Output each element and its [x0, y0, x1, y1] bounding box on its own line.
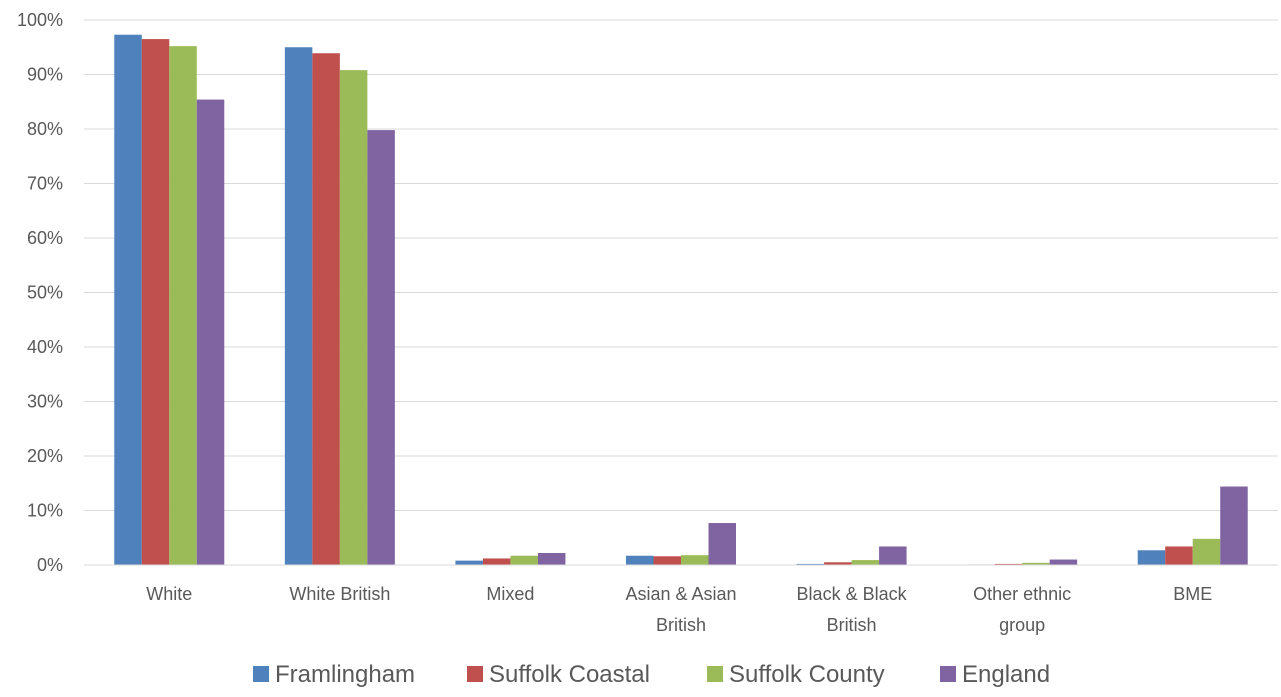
x-category-label: Other ethnic group — [973, 584, 1071, 635]
x-category-label: BME — [1173, 584, 1212, 604]
legend-label: Framlingham — [275, 661, 415, 688]
bar-england-3 — [708, 523, 736, 565]
y-tick-label: 80% — [27, 119, 63, 139]
bar-england-6 — [1220, 486, 1248, 565]
x-category-label-line: Other ethnic — [973, 584, 1071, 604]
y-tick-label: 30% — [27, 392, 63, 412]
bar-framlingham-1 — [284, 47, 313, 565]
y-tick-label: 40% — [27, 337, 63, 357]
legend-label: Suffolk Coastal — [489, 661, 650, 688]
legend-swatch — [467, 666, 483, 682]
bar-framlingham-4 — [796, 563, 825, 565]
x-category-label-line: British — [656, 615, 706, 635]
legend-item: England — [940, 661, 1050, 688]
legend-label: Suffolk County — [729, 661, 885, 688]
bar-suffolk-county-4 — [851, 560, 880, 565]
y-tick-label: 50% — [27, 283, 63, 303]
bar-suffolk-county-5 — [1022, 562, 1050, 565]
y-tick-label: 0% — [37, 555, 63, 575]
bar-framlingham-3 — [626, 555, 654, 565]
y-axis-tick-labels: 0% 10% 20% 30% 40% 50% 60% 70% 80% 90% 100% — [17, 10, 63, 575]
bar-suffolk-county-1 — [339, 70, 368, 565]
legend-item: Suffolk County — [707, 661, 885, 688]
bar-england-5 — [1049, 559, 1078, 565]
bar-england-0 — [196, 99, 225, 565]
x-category-label-line: White British — [289, 584, 390, 604]
bar-england-4 — [879, 546, 907, 565]
legend-swatch — [940, 666, 956, 682]
bar-suffolk-coastal-0 — [141, 39, 170, 565]
bar-suffolk-coastal-1 — [312, 53, 340, 566]
x-axis-category-labels: White White British Mixed Asian & Asian Brit… — [146, 584, 1212, 635]
legend-item: Framlingham — [253, 661, 415, 688]
bar-suffolk-county-0 — [169, 46, 197, 566]
bar-suffolk-coastal-4 — [824, 562, 852, 565]
x-category-label-line: Mixed — [486, 584, 534, 604]
legend-item: Suffolk Coastal — [467, 661, 650, 688]
y-tick-label: 90% — [27, 65, 63, 85]
bar-suffolk-coastal-2 — [482, 558, 511, 565]
legend-swatch — [253, 666, 269, 682]
x-category-label-line: White — [146, 584, 192, 604]
x-category-label: Black & Black British — [797, 584, 908, 635]
bar-suffolk-coastal-6 — [1165, 546, 1193, 565]
x-category-label: White — [146, 584, 192, 604]
x-category-label-line: Black & Black — [797, 584, 908, 604]
y-tick-label: 20% — [27, 446, 63, 466]
x-category-label-line: British — [827, 615, 877, 635]
bar-framlingham-6 — [1137, 550, 1166, 565]
y-tick-label: 60% — [27, 228, 63, 248]
x-category-label-line: Asian & Asian — [625, 584, 736, 604]
bar-framlingham-0 — [114, 34, 142, 565]
bar-suffolk-county-2 — [510, 555, 538, 565]
bar-suffolk-county-6 — [1192, 538, 1221, 565]
y-tick-label: 70% — [27, 174, 63, 194]
legend-label: England — [962, 661, 1050, 688]
x-category-label-line: BME — [1173, 584, 1212, 604]
bar-framlingham-2 — [455, 560, 483, 565]
bar-suffolk-coastal-3 — [653, 556, 681, 565]
bars — [114, 34, 1248, 566]
x-category-label: Mixed — [486, 584, 534, 604]
gridlines — [84, 19, 1278, 511]
bar-suffolk-county-3 — [681, 555, 709, 565]
x-category-label-line: group — [999, 615, 1045, 635]
legend-swatch — [707, 666, 723, 682]
legend: Framlingham Suffolk Coastal Suffolk County… — [253, 661, 1050, 688]
bar-suffolk-coastal-5 — [994, 563, 1023, 565]
x-category-label: White British — [289, 584, 390, 604]
y-tick-label: 100% — [17, 10, 63, 30]
bar-england-2 — [537, 553, 566, 565]
y-tick-label: 10% — [27, 501, 63, 521]
bar-england-1 — [367, 130, 395, 565]
x-category-label: Asian & Asian British — [625, 584, 736, 635]
